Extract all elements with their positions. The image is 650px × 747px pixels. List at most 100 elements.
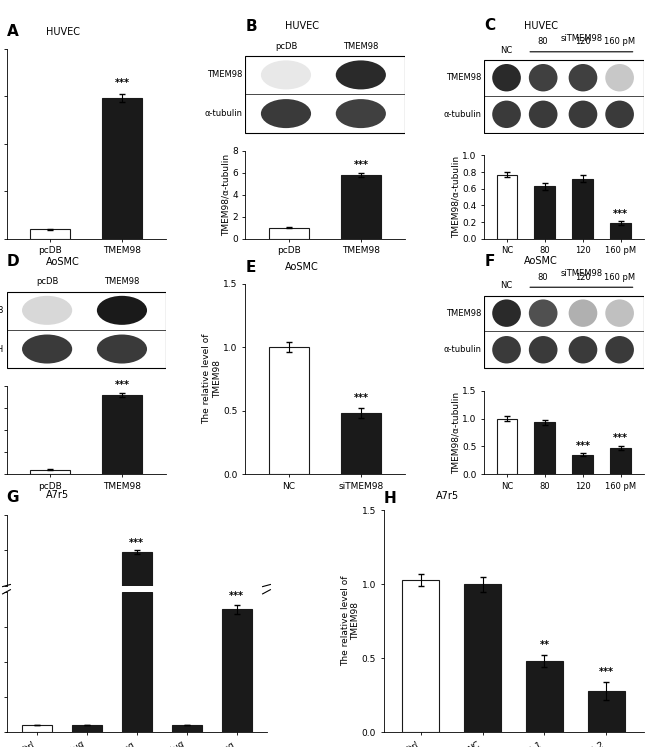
Text: H: H <box>384 491 396 506</box>
Ellipse shape <box>569 300 597 327</box>
Text: E: E <box>246 260 255 275</box>
Ellipse shape <box>529 336 558 364</box>
Bar <box>341 413 381 474</box>
Text: ***: *** <box>575 441 590 450</box>
Ellipse shape <box>605 64 634 91</box>
Text: AoSMC: AoSMC <box>46 257 80 267</box>
Text: 80: 80 <box>538 273 549 282</box>
Ellipse shape <box>492 64 521 91</box>
Text: A: A <box>6 24 18 40</box>
Ellipse shape <box>492 336 521 364</box>
Ellipse shape <box>605 300 634 327</box>
Text: A7r5: A7r5 <box>436 491 459 500</box>
Bar <box>222 610 252 732</box>
Ellipse shape <box>336 61 386 90</box>
Bar <box>464 584 501 732</box>
Y-axis label: The relative level of
TMEM98: The relative level of TMEM98 <box>341 576 360 666</box>
Bar <box>103 98 142 239</box>
Text: 80: 80 <box>538 37 549 46</box>
Bar <box>72 725 101 732</box>
Text: siTMEM98: siTMEM98 <box>560 269 603 278</box>
Text: TMEM98: TMEM98 <box>0 306 3 314</box>
Ellipse shape <box>492 300 521 327</box>
Text: B: B <box>246 19 257 34</box>
Text: TMEM98: TMEM98 <box>446 73 481 82</box>
Text: ***: *** <box>354 393 369 403</box>
Ellipse shape <box>22 335 72 364</box>
Ellipse shape <box>97 296 147 325</box>
Text: TMEM98: TMEM98 <box>343 42 378 51</box>
Text: α-tubulin: α-tubulin <box>204 109 242 118</box>
Text: D: D <box>6 255 19 270</box>
Text: ***: *** <box>229 591 244 601</box>
Text: F: F <box>484 254 495 269</box>
Text: ***: *** <box>599 667 614 677</box>
Text: HUVEC: HUVEC <box>46 27 81 37</box>
Ellipse shape <box>569 336 597 364</box>
Text: 160 pM: 160 pM <box>604 273 635 282</box>
Bar <box>341 175 381 239</box>
Bar <box>30 229 70 239</box>
Ellipse shape <box>529 101 558 128</box>
Text: NC: NC <box>500 282 513 291</box>
Text: G: G <box>6 491 19 506</box>
Bar <box>222 608 252 621</box>
Ellipse shape <box>261 99 311 128</box>
Bar <box>534 423 555 474</box>
Text: C: C <box>484 19 495 34</box>
Bar <box>103 395 142 474</box>
Text: ***: *** <box>613 208 629 219</box>
Ellipse shape <box>569 101 597 128</box>
Ellipse shape <box>336 99 386 128</box>
Text: ***: *** <box>115 380 130 390</box>
Y-axis label: TMEM98/α-tubulin: TMEM98/α-tubulin <box>452 156 461 238</box>
Text: AoSMC: AoSMC <box>285 262 319 272</box>
Bar <box>21 725 51 732</box>
Bar <box>172 725 202 732</box>
Bar <box>534 186 555 239</box>
Text: A7r5: A7r5 <box>46 491 69 500</box>
Ellipse shape <box>529 300 558 327</box>
Bar <box>122 552 151 621</box>
Ellipse shape <box>97 335 147 364</box>
Text: TMEM98: TMEM98 <box>104 277 140 286</box>
Text: TMEM98: TMEM98 <box>207 70 242 79</box>
Text: pcDB: pcDB <box>275 42 297 51</box>
Text: α-tubulin: α-tubulin <box>443 345 481 354</box>
Bar <box>497 175 517 239</box>
Ellipse shape <box>261 61 311 90</box>
Bar <box>269 347 309 474</box>
Text: ***: *** <box>613 433 629 444</box>
Text: α-tubulin: α-tubulin <box>443 110 481 119</box>
Y-axis label: TMEM98/α-tubulin: TMEM98/α-tubulin <box>222 154 231 236</box>
Ellipse shape <box>529 64 558 91</box>
Bar <box>122 592 151 732</box>
Text: 120: 120 <box>575 37 591 46</box>
Text: ***: *** <box>354 160 369 170</box>
Bar <box>30 470 70 474</box>
Text: ***: *** <box>115 78 130 88</box>
Bar <box>588 691 625 732</box>
Bar <box>497 418 517 474</box>
Text: GAPDH: GAPDH <box>0 344 3 353</box>
Bar <box>610 223 631 239</box>
Text: TMEM98: TMEM98 <box>446 309 481 317</box>
Text: **: ** <box>540 640 549 650</box>
Text: siTMEM98: siTMEM98 <box>560 34 603 43</box>
Bar <box>526 661 563 732</box>
Bar <box>573 179 593 239</box>
Text: AoSMC: AoSMC <box>524 256 558 266</box>
Text: ***: *** <box>129 538 144 548</box>
Bar <box>610 448 631 474</box>
Y-axis label: TMEM98/α-tubulin: TMEM98/α-tubulin <box>452 391 461 474</box>
Text: 120: 120 <box>575 273 591 282</box>
Ellipse shape <box>605 336 634 364</box>
Ellipse shape <box>569 64 597 91</box>
Bar <box>269 228 309 239</box>
Text: HUVEC: HUVEC <box>524 21 558 31</box>
Y-axis label: The relative level of
TMEM98: The relative level of TMEM98 <box>203 334 222 424</box>
Text: HUVEC: HUVEC <box>285 22 319 31</box>
Ellipse shape <box>492 101 521 128</box>
Ellipse shape <box>605 101 634 128</box>
Text: NC: NC <box>500 46 513 55</box>
